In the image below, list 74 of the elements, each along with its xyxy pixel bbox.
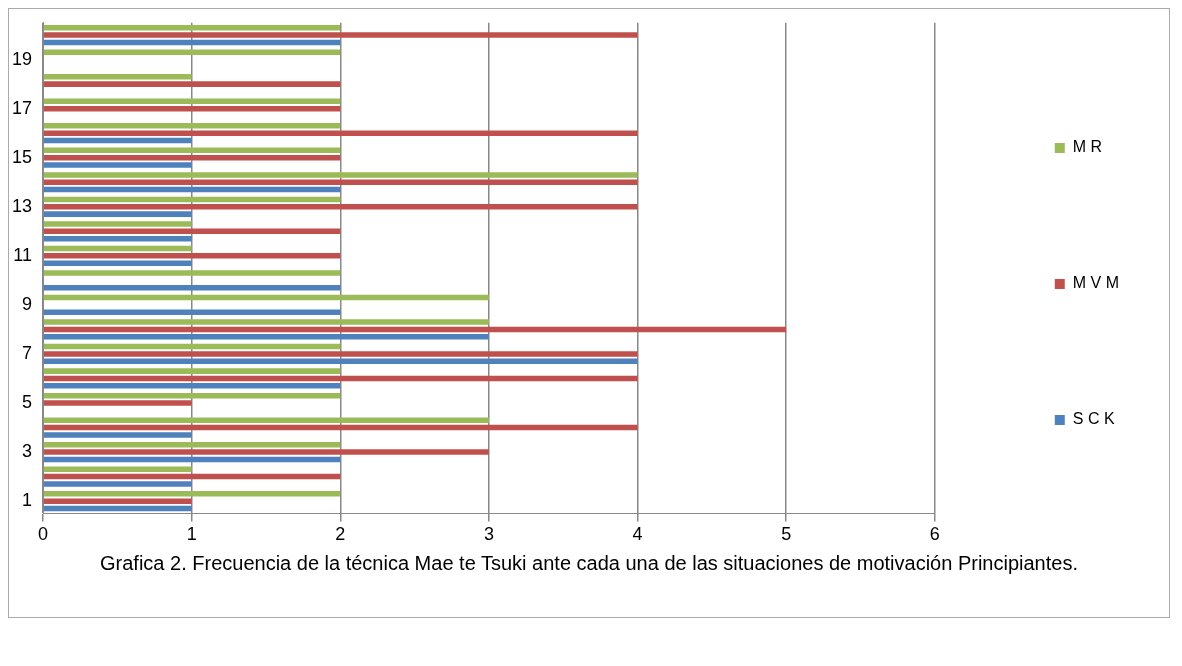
bar — [43, 270, 341, 276]
bar — [43, 245, 192, 252]
y-tick-label: 1 — [22, 490, 33, 511]
bar — [43, 130, 638, 136]
bar — [43, 481, 192, 487]
bar — [43, 204, 638, 210]
y-tick-label: 19 — [11, 48, 33, 69]
bar — [43, 498, 192, 504]
bar — [43, 179, 638, 186]
bar — [43, 358, 638, 365]
bar — [43, 196, 341, 203]
bar — [43, 39, 341, 46]
legend-label: S C K — [1072, 410, 1115, 428]
bar — [43, 105, 341, 112]
bar — [43, 432, 192, 438]
bar — [43, 186, 341, 193]
y-tick-label: 15 — [11, 146, 33, 167]
bar — [43, 81, 341, 87]
y-tick-label: 7 — [22, 342, 33, 363]
y-tick-label: 13 — [11, 195, 33, 216]
bar — [43, 368, 341, 374]
bar — [43, 400, 192, 406]
bar — [43, 392, 341, 399]
bar — [43, 383, 341, 389]
bar — [43, 172, 638, 178]
bar — [43, 284, 341, 291]
x-tick-label: 5 — [781, 524, 792, 545]
x-tick-label: 4 — [632, 524, 643, 545]
bar — [43, 98, 341, 105]
x-tick-label: 3 — [483, 524, 494, 545]
y-tick-label: 17 — [11, 97, 33, 118]
bar — [43, 123, 341, 129]
bar — [43, 74, 192, 80]
bar — [43, 326, 787, 333]
bar — [43, 147, 341, 154]
bar — [43, 449, 489, 455]
bar — [43, 351, 638, 357]
bar — [43, 424, 638, 431]
text: Grafica 2. Frecuencia de la técnica Mae te Tsuki ante cada una de las situaciones de motivación Principiantes. — [99, 551, 1079, 576]
bar — [43, 319, 489, 325]
x-tick-label: 6 — [929, 524, 940, 545]
bar — [43, 456, 341, 463]
bar — [43, 309, 341, 316]
y-tick-label: 3 — [22, 441, 33, 462]
bar — [43, 505, 192, 512]
bar — [43, 24, 341, 31]
bar — [43, 294, 489, 301]
bar — [43, 441, 341, 448]
x-tick-label: 0 — [38, 524, 49, 545]
y-tick-label: 5 — [22, 391, 33, 412]
bar — [43, 235, 192, 242]
bar — [43, 162, 192, 168]
bar — [43, 375, 638, 382]
legend-label: M V M — [1072, 274, 1119, 292]
bar — [43, 228, 341, 235]
bar — [43, 211, 192, 217]
y-tick-label: 11 — [13, 244, 33, 265]
bar — [43, 253, 341, 259]
bar — [43, 466, 192, 473]
bar — [43, 417, 489, 423]
y-tick-label: 9 — [22, 293, 33, 314]
legend-label: M R — [1072, 138, 1103, 156]
bar — [43, 137, 192, 144]
bar — [43, 32, 638, 38]
bar — [43, 154, 341, 161]
bar — [43, 334, 489, 340]
x-tick-label: 2 — [335, 524, 346, 545]
bar — [43, 221, 192, 227]
bar — [43, 473, 341, 480]
bar — [43, 260, 192, 266]
bar — [43, 343, 341, 350]
bar — [43, 491, 341, 497]
bar — [43, 49, 341, 55]
x-tick-label: 1 — [186, 524, 197, 545]
